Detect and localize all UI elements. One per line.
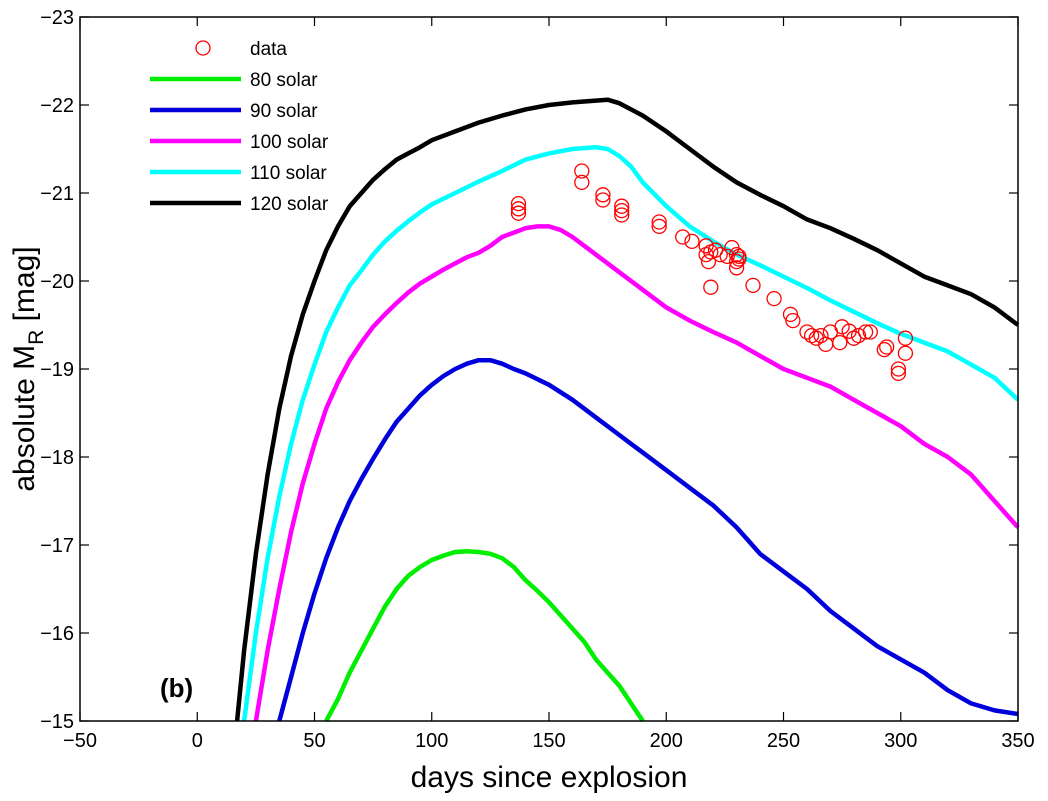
y-axis-title-subscript: R <box>25 330 48 345</box>
y-tick-label: −15 <box>40 711 74 733</box>
x-tick-label: 150 <box>532 730 565 752</box>
y-tick-label: −22 <box>40 95 74 117</box>
data-point <box>876 341 892 358</box>
data-point <box>712 246 728 263</box>
series-line-100-solar <box>253 224 1020 722</box>
plot-background <box>80 17 1018 721</box>
legend-label: 100 solar <box>250 132 329 153</box>
data-point <box>675 229 691 245</box>
x-tick-label: 50 <box>303 730 325 752</box>
y-axis-title-main: absolute M <box>8 345 41 492</box>
data-point <box>766 290 782 307</box>
y-axis-title-unit: [mag] <box>8 246 41 329</box>
data-point <box>850 327 867 344</box>
data-point <box>879 339 895 355</box>
data-point <box>707 242 724 258</box>
data-point <box>595 192 611 208</box>
model-curves <box>234 97 1020 723</box>
series-line-80-solar <box>324 548 645 723</box>
data-point <box>700 253 717 270</box>
legend-marker-data <box>195 40 211 56</box>
data-point <box>862 324 878 340</box>
x-tick-label: 100 <box>415 730 448 752</box>
data-point <box>614 198 630 214</box>
x-tick-label: 200 <box>650 730 683 752</box>
data-point <box>651 218 667 235</box>
x-tick-label: 0 <box>192 730 203 752</box>
panel-label: (b) <box>160 673 193 703</box>
x-tick-label: 350 <box>1001 730 1034 752</box>
y-tick-label: −16 <box>40 623 74 645</box>
y-tick-label: −19 <box>40 359 74 381</box>
legend-label: 90 solar <box>250 101 318 122</box>
x-tick-label: 250 <box>767 730 800 752</box>
y-tick-label: −23 <box>40 7 74 29</box>
data-point <box>745 277 761 294</box>
series-line-110-solar <box>241 144 1020 722</box>
legend-label: 110 solar <box>250 163 327 184</box>
x-tick-label: −50 <box>63 730 97 752</box>
data-point <box>510 205 527 221</box>
data-point <box>703 279 719 295</box>
data-point <box>595 187 611 203</box>
data-point <box>684 233 700 250</box>
series-line-90-solar <box>277 357 1019 722</box>
y-axis-title: absolute MR [mag] <box>8 246 48 491</box>
data-point <box>890 361 907 377</box>
y-tick-label: −20 <box>40 271 74 293</box>
data-point <box>857 324 874 340</box>
data-point <box>728 260 745 276</box>
data-point <box>719 248 735 265</box>
legend: data 80 solar 90 solar 100 solar 110 solar 12… <box>150 39 329 215</box>
data-point <box>510 201 527 217</box>
data-point <box>574 163 590 179</box>
data-point <box>510 195 527 212</box>
x-axis-title: days since explosion <box>411 761 688 794</box>
y-tick-label: −21 <box>40 183 74 205</box>
data-point <box>897 330 914 346</box>
data-point <box>574 174 590 191</box>
axis-ticks: −50 0 50 100 150 200 250 300 350 −15 −16 −17 −18 −19 −… <box>40 7 1035 752</box>
data-point <box>890 365 907 382</box>
data-point <box>731 251 747 267</box>
legend-label: 80 solar <box>250 70 318 91</box>
y-tick-label: −18 <box>40 447 74 469</box>
legend-label: data <box>250 39 287 60</box>
data-point <box>813 327 829 344</box>
data-point <box>897 345 914 361</box>
data-point <box>832 334 848 351</box>
data-point <box>651 214 667 230</box>
data-point <box>782 306 799 323</box>
data-markers <box>510 163 914 382</box>
y-tick-label: −17 <box>40 535 74 557</box>
legend-label: 120 solar <box>250 194 329 215</box>
data-point <box>614 202 630 219</box>
data-point <box>614 207 630 223</box>
x-tick-label: 300 <box>884 730 917 752</box>
series-line-120-solar <box>234 97 1020 722</box>
data-point <box>785 312 801 329</box>
